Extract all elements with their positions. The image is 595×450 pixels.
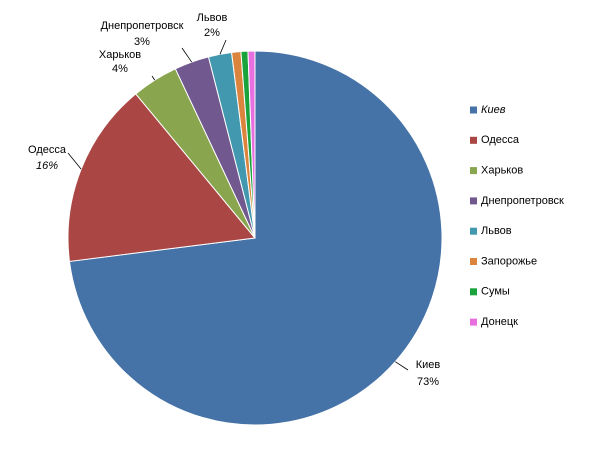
value-label: 4% (112, 63, 128, 75)
value-label: 2% (204, 27, 220, 39)
legend-swatch (470, 318, 477, 326)
legend-label: Запорожье (481, 255, 537, 267)
slice-label: Одесса (28, 144, 67, 156)
legend-label: Одесса (481, 134, 520, 146)
leader-line (67, 152, 82, 170)
legend-swatch (470, 106, 477, 114)
legend-label: Харьков (481, 165, 523, 177)
leader-line (181, 47, 192, 63)
legend-label: Киев (481, 104, 506, 116)
slice-label: Киев (416, 359, 441, 371)
legend-swatch (470, 167, 477, 175)
slice-label: Днепропетровск (101, 20, 184, 32)
legend-label: Сумы (481, 286, 510, 298)
legend-label: Донецк (481, 316, 518, 328)
legend-label: Днепропетровск (481, 195, 564, 207)
leader-line (395, 361, 409, 371)
value-label: 16% (36, 160, 58, 172)
legend-swatch (470, 288, 477, 296)
legend-swatch (470, 258, 477, 265)
slice-label: Харьков (99, 49, 141, 61)
legend-label: Львов (481, 225, 512, 237)
legend-swatch (470, 136, 477, 144)
pie-slice (67, 93, 256, 262)
pie-slice (247, 50, 256, 239)
value-label: 73% (417, 376, 439, 388)
slice-label: Львов (197, 12, 228, 24)
pie-slice (68, 50, 443, 426)
value-label: 3% (134, 36, 150, 48)
leader-line (151, 75, 156, 81)
legend-swatch (470, 197, 477, 205)
legend-swatch (470, 227, 477, 235)
leader-line (219, 39, 227, 55)
